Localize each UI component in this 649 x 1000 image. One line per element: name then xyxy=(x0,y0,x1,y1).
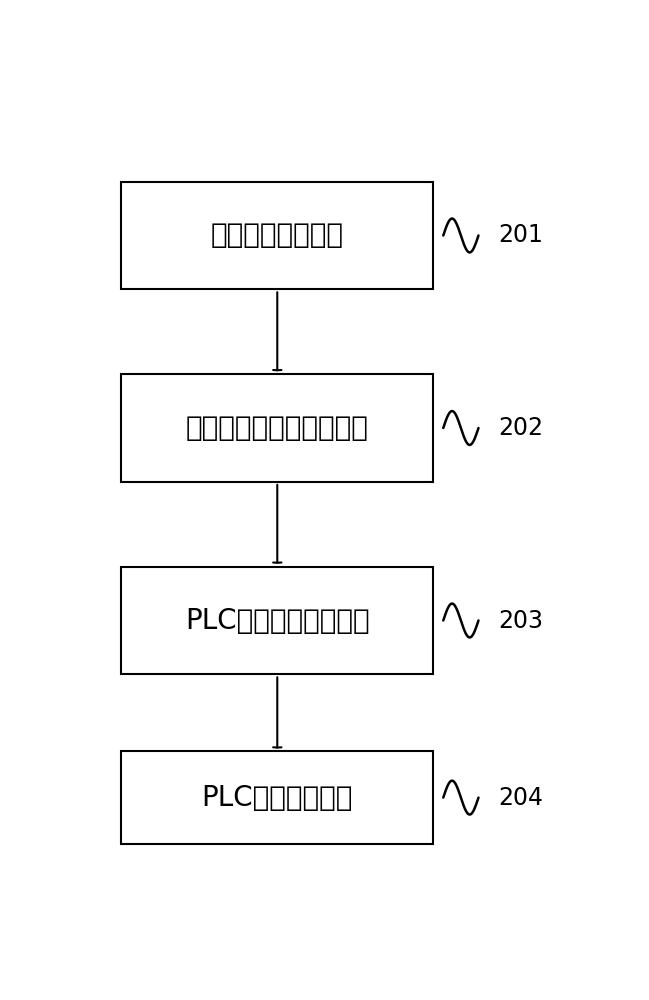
Text: PLC监控检查单元: PLC监控检查单元 xyxy=(202,784,353,812)
Text: 204: 204 xyxy=(498,786,544,810)
Bar xyxy=(121,374,434,482)
Text: 相机参数设置单元: 相机参数设置单元 xyxy=(211,221,344,249)
Text: 202: 202 xyxy=(498,416,544,440)
Text: 201: 201 xyxy=(498,223,543,247)
Text: PLC信号状态监控单元: PLC信号状态监控单元 xyxy=(185,606,369,635)
Bar xyxy=(121,567,434,674)
Bar xyxy=(121,182,434,289)
Text: 龙门架运动参数设置单元: 龙门架运动参数设置单元 xyxy=(186,414,369,442)
Bar xyxy=(121,751,434,844)
Text: 203: 203 xyxy=(498,608,544,633)
